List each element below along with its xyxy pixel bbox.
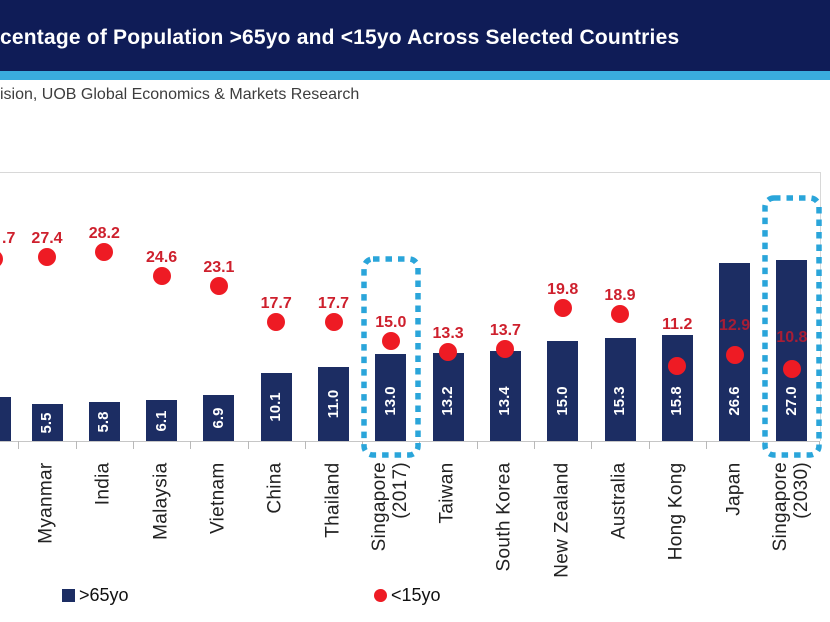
x-axis-label: China <box>264 462 286 514</box>
legend-label: >65yo <box>79 585 129 605</box>
axis-tick <box>190 441 192 449</box>
bar-value-label: 13.4 <box>496 386 514 416</box>
highlight-box-outline <box>762 195 823 458</box>
dot-value-label-partial: .7 <box>2 230 16 247</box>
scatter-dot <box>782 359 801 378</box>
highlight-box <box>361 256 422 458</box>
scatter-dot <box>324 313 343 332</box>
x-axis-label: Australia <box>608 462 630 539</box>
x-axis-label: Hong Kong <box>665 462 687 560</box>
accent-stripe <box>0 71 830 80</box>
dot-value-label: 23.1 <box>203 259 235 277</box>
x-axis-label: India <box>92 462 114 505</box>
legend-dot-swatch <box>374 588 387 602</box>
bar <box>146 400 178 441</box>
scatter-dot <box>553 299 572 318</box>
axis-tick <box>75 441 77 449</box>
plot-top-border <box>0 172 820 173</box>
scatter-dot <box>725 345 744 364</box>
highlight-box-outline <box>361 256 422 458</box>
bar-partial <box>0 397 11 441</box>
axis-tick <box>705 441 707 449</box>
x-axis-label: Taiwan <box>436 462 458 523</box>
scatter-dot <box>267 313 286 332</box>
bar <box>31 404 63 441</box>
x-axis-line <box>0 441 820 442</box>
bar-value-label: 15.0 <box>553 386 571 416</box>
dot-value-label: 17.7 <box>317 295 350 313</box>
bar <box>547 340 579 441</box>
bar-value-label: 11.0 <box>324 389 342 419</box>
axis-tick <box>648 441 650 449</box>
x-axis-label: New Zealand <box>551 462 573 578</box>
bar <box>375 353 407 441</box>
axis-tick <box>18 441 20 449</box>
source-line: ision, UOB Global Economics & Markets Re… <box>0 86 360 103</box>
dot-value-label: 12.9 <box>719 316 751 334</box>
axis-tick <box>247 441 249 449</box>
axis-tick <box>304 441 306 449</box>
dot-value-label: 15.0 <box>375 313 407 331</box>
bar-value-label: 6.9 <box>209 407 227 429</box>
chart-title: centage of Population >65yo and <15yo Ac… <box>0 26 680 49</box>
dot-value-label: 19.8 <box>547 281 579 299</box>
title-banner: centage of Population >65yo and <15yo Ac… <box>0 0 830 71</box>
legend-bar-swatch <box>62 588 75 602</box>
x-axis-label: Myanmar <box>35 462 57 544</box>
bar <box>260 373 292 441</box>
axis-tick <box>591 441 593 449</box>
bar <box>318 367 349 441</box>
legend-item-over65: >65yo <box>62 584 129 606</box>
bar <box>489 351 521 441</box>
legend-label: <15yo <box>391 585 441 605</box>
dot-value-label: 13.7 <box>489 322 521 340</box>
bar <box>776 260 808 441</box>
axis-tick <box>534 441 536 449</box>
dot-value-label: 11.2 <box>662 315 693 333</box>
x-axis-label: Vietnam <box>207 462 229 534</box>
bar <box>432 352 464 441</box>
x-axis-label: Japan <box>723 462 745 516</box>
axis-tick <box>476 441 478 449</box>
scatter-dot <box>381 331 400 350</box>
bar-value-label: 13.2 <box>439 386 457 416</box>
bar <box>661 335 693 441</box>
scatter-dot <box>38 248 56 267</box>
scatter-dot <box>439 342 458 361</box>
bar-value-label: 10.1 <box>267 392 285 422</box>
x-axis-label: Malaysia <box>150 462 172 540</box>
x-axis-label: Thailand <box>322 462 343 538</box>
bar <box>203 394 235 441</box>
x-axis-label: Singapore (2017) <box>368 462 411 552</box>
dot-value-label: 27.4 <box>31 230 63 248</box>
scatter-dot <box>152 267 171 286</box>
dot-value-label: 17.7 <box>260 295 292 313</box>
x-axis-label: Singapore (2030) <box>769 462 812 552</box>
dot-value-label: 28.2 <box>88 225 120 243</box>
bar <box>604 338 636 441</box>
bar-value-label: 5.5 <box>38 412 55 433</box>
bar-value-label: 6.1 <box>152 410 170 431</box>
highlight-box <box>762 195 823 458</box>
dot-value-label: 18.9 <box>604 287 636 305</box>
axis-tick <box>132 441 134 449</box>
dot-value-label: 24.6 <box>146 249 178 267</box>
scatter-dot <box>668 356 687 375</box>
bar-value-label: 15.3 <box>611 386 628 416</box>
dot-value-label: 13.3 <box>432 324 464 342</box>
x-axis-label: South Korea <box>493 462 515 571</box>
scatter-dot-partial <box>0 250 3 268</box>
dot-value-label: 10.8 <box>776 328 808 346</box>
legend-item-under15: <15yo <box>374 584 441 606</box>
scatter-dot <box>209 277 228 296</box>
bar-value-label: 5.8 <box>95 411 113 432</box>
scatter-dot <box>611 305 629 324</box>
scatter-dot <box>95 243 114 262</box>
bar-value-label: 26.6 <box>725 386 743 416</box>
plot-right-border <box>820 172 821 441</box>
bar <box>88 402 120 441</box>
scatter-dot <box>496 340 515 359</box>
